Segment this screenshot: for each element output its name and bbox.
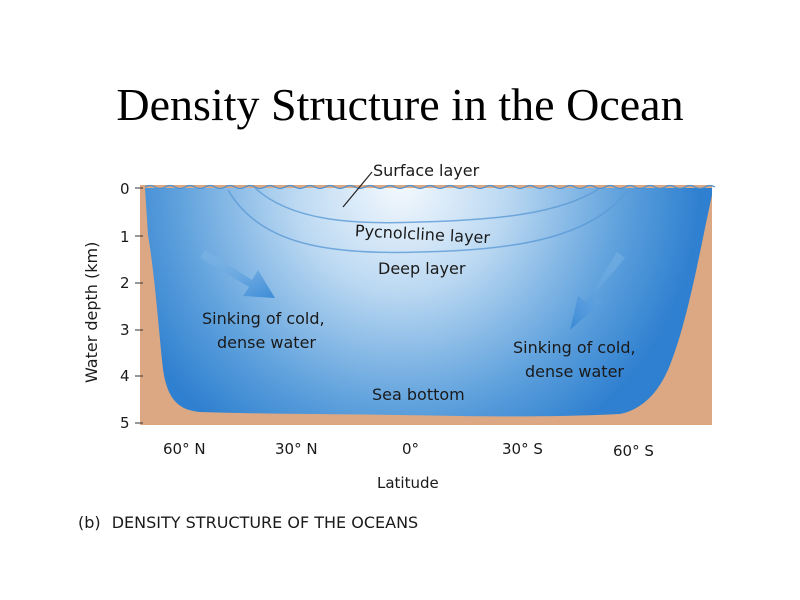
sinking-left-label-line1: Sinking of cold, bbox=[202, 309, 325, 328]
sinking-right-label-line2: dense water bbox=[525, 362, 624, 381]
latitude-tick: 30° N bbox=[275, 440, 318, 458]
depth-tick: 0 bbox=[120, 180, 130, 198]
caption-prefix: (b) bbox=[78, 513, 101, 532]
x-axis-label: Latitude bbox=[377, 474, 439, 492]
deep-layer-label: Deep layer bbox=[378, 259, 466, 278]
latitude-tick: 60° S bbox=[613, 442, 654, 460]
pycnocline-boundary bbox=[227, 189, 629, 254]
depth-tick: 4 bbox=[120, 367, 130, 385]
caption-text: DENSITY STRUCTURE OF THE OCEANS bbox=[112, 513, 418, 532]
ocean-water bbox=[145, 188, 712, 417]
latitude-ticks: 60° N 30° N 0° 30° S 60° S bbox=[163, 440, 654, 460]
latitude-tick: 0° bbox=[402, 440, 419, 458]
latitude-tick: 60° N bbox=[163, 440, 206, 458]
slide-title: Density Structure in the Ocean bbox=[116, 79, 684, 130]
depth-tick: 5 bbox=[120, 414, 130, 432]
sea-bottom-label: Sea bottom bbox=[372, 385, 465, 404]
depth-ticks: 0 1 2 3 4 5 bbox=[120, 180, 143, 432]
sinking-left-label-line2: dense water bbox=[217, 333, 316, 352]
sinking-arrow-left bbox=[200, 250, 275, 298]
surface-leader-line bbox=[342, 171, 373, 208]
sinking-arrow-right bbox=[570, 252, 625, 330]
surface-layer-label: Surface layer bbox=[373, 161, 480, 180]
latitude-tick: 30° S bbox=[502, 440, 543, 458]
depth-tick: 2 bbox=[120, 274, 130, 292]
y-axis-label: Water depth (km) bbox=[82, 242, 101, 383]
depth-tick: 1 bbox=[120, 228, 130, 246]
figure-caption: (b) DENSITY STRUCTURE OF THE OCEANS bbox=[78, 513, 418, 532]
depth-tick: 3 bbox=[120, 321, 130, 339]
surface-layer-boundary bbox=[254, 187, 601, 224]
sinking-right-label-line1: Sinking of cold, bbox=[513, 338, 636, 357]
sea-surface-wave bbox=[144, 184, 716, 190]
